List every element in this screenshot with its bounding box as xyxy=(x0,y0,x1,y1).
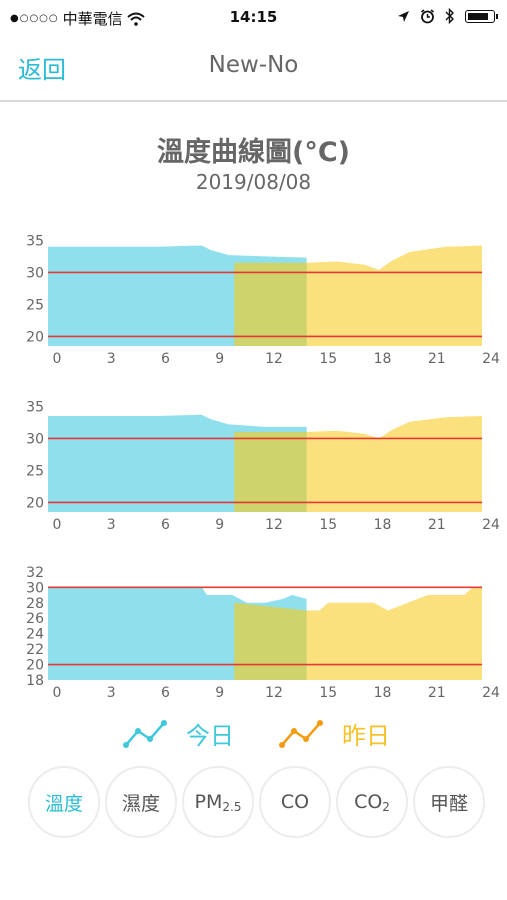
tab-co-label: CO xyxy=(280,791,310,813)
x-tick-label: 9 xyxy=(215,351,224,367)
carrier-label: 中華電信 xyxy=(62,10,123,28)
legend-yesterday: 昨日 xyxy=(278,716,390,751)
back-button[interactable]: 返回 xyxy=(18,56,66,84)
line-chart-icon-yesterday xyxy=(279,719,323,748)
status-time: 14:15 xyxy=(229,8,278,26)
page-date: 2019/08/08 xyxy=(195,170,312,194)
series-overlap-area xyxy=(234,602,307,680)
x-tick-label: 6 xyxy=(161,351,170,367)
y-tick-label: 30 xyxy=(26,580,44,596)
tab-humidity-label: 濕度 xyxy=(121,792,160,815)
y-tick-label: 28 xyxy=(26,596,44,612)
y-tick-label: 26 xyxy=(26,611,44,627)
wifi-icon xyxy=(126,12,145,26)
tab-formaldehyde-label: 甲醛 xyxy=(429,792,468,815)
tab-humidity[interactable]: 濕度 xyxy=(105,766,177,838)
y-tick-label: 22 xyxy=(26,642,44,658)
status-bar: ●○○○○ 中華電信 14:15 xyxy=(0,0,507,36)
series-overlap-area xyxy=(234,432,307,512)
y-tick-label: 35 xyxy=(26,399,44,415)
tab-formaldehyde[interactable]: 甲醛 xyxy=(413,766,485,838)
tab-pm25[interactable]: PM2.5 xyxy=(182,766,254,838)
y-tick-label: 35 xyxy=(26,233,44,249)
x-tick-label: 21 xyxy=(428,517,446,533)
location-arrow-icon xyxy=(398,10,409,22)
x-tick-label: 9 xyxy=(215,685,224,701)
tab-co[interactable]: CO xyxy=(259,766,331,838)
y-tick-label: 24 xyxy=(26,627,44,643)
x-tick-label: 0 xyxy=(53,351,62,367)
chart-svg: 20 25 30 35 0 3 6 9 12 15 18 21 24 xyxy=(26,233,500,367)
status-left: ●○○○○ 中華電信 xyxy=(10,8,145,29)
x-tick-label: 18 xyxy=(374,685,392,701)
x-tick-label: 9 xyxy=(215,517,224,533)
nav-title: New-No xyxy=(208,52,299,78)
tab-temperature-label: 溫度 xyxy=(44,792,83,815)
x-tick-label: 15 xyxy=(319,517,337,533)
temperature-chart-2: 20 25 30 35 0 3 6 9 12 15 18 21 24 xyxy=(0,392,507,538)
x-tick-label: 24 xyxy=(482,351,500,367)
chart-svg: 20 25 30 35 0 3 6 9 12 15 18 21 24 xyxy=(26,399,500,533)
legend: 今日 昨日 xyxy=(0,716,507,756)
x-tick-label: 24 xyxy=(482,517,500,533)
legend-yesterday-label: 昨日 xyxy=(342,722,390,750)
page-title: 溫度曲線圖(°C) xyxy=(157,137,350,168)
y-tick-label: 32 xyxy=(26,565,44,581)
battery-icon xyxy=(465,9,498,23)
x-tick-label: 6 xyxy=(161,517,170,533)
x-tick-label: 0 xyxy=(53,685,62,701)
metric-tabs: 溫度 濕度 PM2.5 CO CO2 甲醛 xyxy=(28,766,488,846)
tab-co2[interactable]: CO2 xyxy=(336,766,408,838)
bluetooth-icon xyxy=(445,8,454,24)
x-tick-label: 12 xyxy=(265,351,283,367)
x-tick-label: 6 xyxy=(161,685,170,701)
y-tick-label: 25 xyxy=(26,297,44,313)
y-tick-label: 30 xyxy=(26,431,44,447)
temperature-chart-1: 20 25 30 35 0 3 6 9 12 15 18 21 24 xyxy=(0,226,507,372)
y-tick-label: 18 xyxy=(26,673,44,689)
alarm-clock-icon xyxy=(421,8,434,23)
x-tick-label: 3 xyxy=(107,685,116,701)
y-tick-label: 20 xyxy=(26,658,44,674)
x-tick-label: 18 xyxy=(374,517,392,533)
y-tick-label: 20 xyxy=(26,495,44,511)
x-tick-label: 12 xyxy=(265,517,283,533)
y-tick-label: 20 xyxy=(26,329,44,345)
y-tick-label: 30 xyxy=(26,265,44,281)
tab-co2-label: CO2 xyxy=(354,790,390,814)
x-tick-label: 24 xyxy=(482,685,500,701)
x-tick-label: 21 xyxy=(428,351,446,367)
x-tick-label: 0 xyxy=(53,517,62,533)
tab-temperature[interactable]: 溫度 xyxy=(28,766,100,838)
x-tick-label: 21 xyxy=(428,685,446,701)
y-tick-label: 25 xyxy=(26,463,44,479)
nav-bar: 返回 New-No xyxy=(0,36,507,102)
series-overlap-area xyxy=(234,262,307,346)
x-tick-label: 15 xyxy=(319,351,337,367)
x-tick-label: 3 xyxy=(107,517,116,533)
status-right xyxy=(397,8,498,24)
temperature-chart-3: 18 20 22 24 26 28 30 32 0 3 6 9 12 15 18 21 24 xyxy=(0,560,507,706)
tab-pm25-label: PM2.5 xyxy=(194,790,242,814)
legend-today: 今日 xyxy=(122,716,234,751)
x-tick-label: 3 xyxy=(107,351,116,367)
x-tick-label: 12 xyxy=(265,685,283,701)
legend-today-label: 今日 xyxy=(186,722,234,750)
line-chart-icon-today xyxy=(123,719,167,748)
x-tick-label: 15 xyxy=(319,685,337,701)
signal-icon: ●○○○○ xyxy=(10,13,59,24)
x-tick-label: 18 xyxy=(374,351,392,367)
